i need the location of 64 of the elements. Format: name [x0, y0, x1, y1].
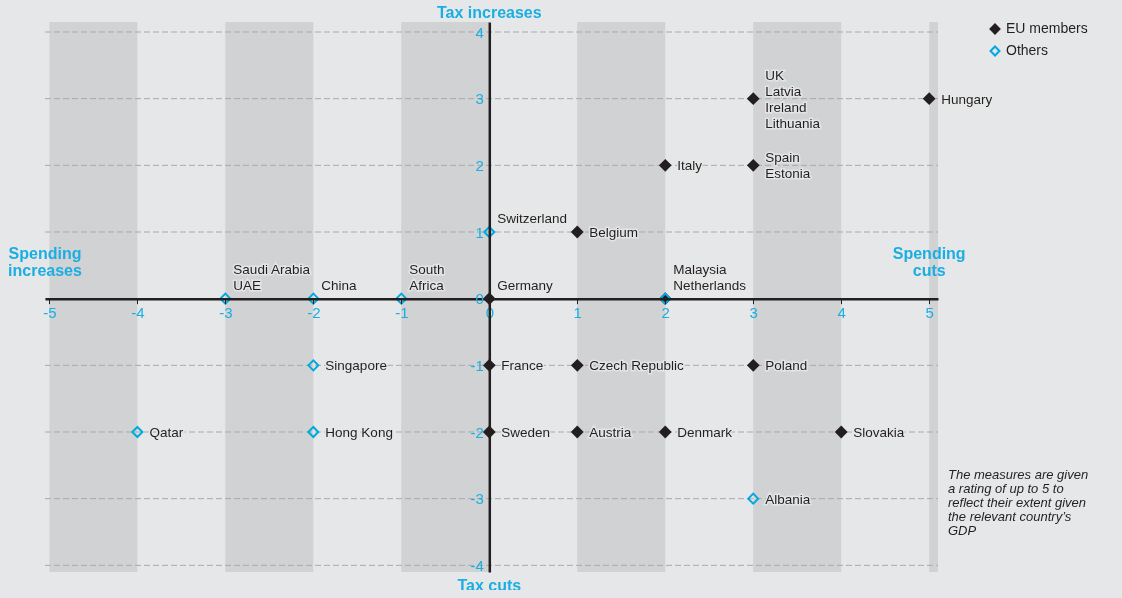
- annotation: Spain Estonia: [765, 150, 811, 182]
- point: [131, 426, 144, 438]
- point: [307, 426, 320, 438]
- point: [483, 226, 496, 238]
- annotation: Albania: [765, 491, 811, 507]
- annotation: Saudi Arabia UAE: [233, 261, 311, 293]
- annotation: South Africa: [409, 261, 445, 293]
- point: [747, 359, 760, 372]
- y-tick-label: 1: [475, 223, 484, 241]
- point: [219, 292, 232, 305]
- y-tick-label: -4: [470, 556, 484, 574]
- point: [307, 292, 320, 305]
- x-tick-label: 2: [661, 304, 670, 322]
- annotation: Slovakia: [853, 425, 905, 440]
- text: Tax increases: [436, 4, 542, 21]
- x-tick-label: 1: [573, 304, 582, 322]
- annotation: France: [501, 358, 544, 374]
- annotation: Malaysia Netherlands: [673, 261, 747, 293]
- annotation: Spending increases: [8, 244, 83, 279]
- x-tick-label: -3: [219, 304, 233, 322]
- point: [659, 426, 672, 438]
- point: [747, 159, 760, 172]
- point: [923, 92, 936, 105]
- y-tick-label: -1: [470, 356, 484, 374]
- y-tick-label: 4: [475, 23, 484, 41]
- annotation: Qatar: [149, 425, 184, 440]
- point: [747, 92, 760, 105]
- point: [571, 426, 584, 438]
- point: [835, 426, 848, 438]
- text: The measures are given a rating of up to 5 to reflect their extent given the relevant country’s GDP: [948, 466, 1089, 538]
- x-tick-label: -2: [307, 304, 321, 322]
- legend-label: EU members: [1006, 20, 1088, 36]
- x-tick-label: -1: [395, 304, 409, 322]
- annotation: Germany: [497, 277, 554, 293]
- annotation: Austria: [589, 425, 632, 440]
- legend-label: Others: [1006, 42, 1049, 58]
- annotation: Sweden: [501, 425, 551, 440]
- y-tick-label: -3: [470, 490, 484, 508]
- x-tick-label: 4: [837, 304, 846, 322]
- annotation: Hungary: [941, 91, 993, 107]
- x-tick-label: 3: [749, 304, 758, 322]
- annotation: Czech Republic: [589, 358, 685, 374]
- point: [659, 159, 672, 172]
- annotation: Poland: [765, 358, 808, 374]
- y-tick-label: 2: [475, 156, 484, 174]
- y-tick-label: 3: [475, 90, 484, 108]
- x-tick-label: -4: [131, 304, 145, 322]
- x-tick-label: -5: [43, 304, 57, 322]
- point: [571, 226, 584, 238]
- x-tick-label: 5: [925, 304, 934, 322]
- point: [747, 492, 760, 505]
- point: [571, 359, 584, 372]
- annotation: UK Latvia Ireland Lithuania: [765, 67, 821, 131]
- annotation: Italy: [677, 158, 703, 174]
- annotation: Hong Kong: [325, 425, 393, 440]
- annotation: Belgium: [589, 225, 639, 240]
- annotation: China: [321, 277, 358, 293]
- point: [395, 292, 408, 305]
- annotation: Switzerland: [497, 211, 568, 226]
- point: [307, 359, 320, 372]
- y-tick-label: -2: [470, 423, 484, 441]
- annotation: Singapore: [325, 358, 387, 374]
- annotation: Denmark: [677, 425, 733, 440]
- annotation: Spending cuts: [892, 244, 966, 279]
